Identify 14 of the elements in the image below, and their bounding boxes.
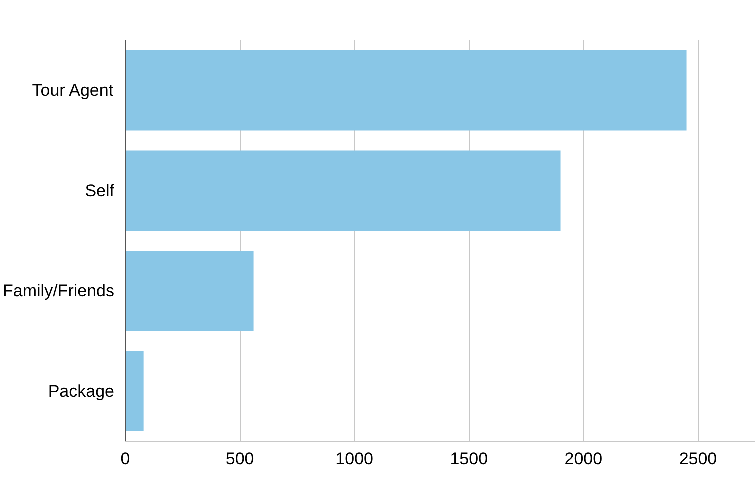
y-tick-label: Family/Friends bbox=[3, 282, 115, 301]
x-tick-label: 2500 bbox=[679, 450, 718, 468]
x-tick-label: 0 bbox=[120, 450, 130, 468]
x-tick-label: 1000 bbox=[336, 450, 374, 468]
x-tick-label: 1500 bbox=[450, 450, 488, 468]
bar bbox=[126, 351, 144, 432]
bar bbox=[126, 150, 561, 231]
bar bbox=[126, 251, 254, 332]
x-tick-label: 500 bbox=[226, 450, 254, 468]
y-tick-label: Self bbox=[85, 181, 115, 200]
y-tick-label: Package bbox=[48, 382, 115, 401]
x-tick-label: 2000 bbox=[564, 450, 603, 468]
bar bbox=[126, 50, 687, 131]
y-tick-label: Tour Agent bbox=[32, 81, 114, 100]
